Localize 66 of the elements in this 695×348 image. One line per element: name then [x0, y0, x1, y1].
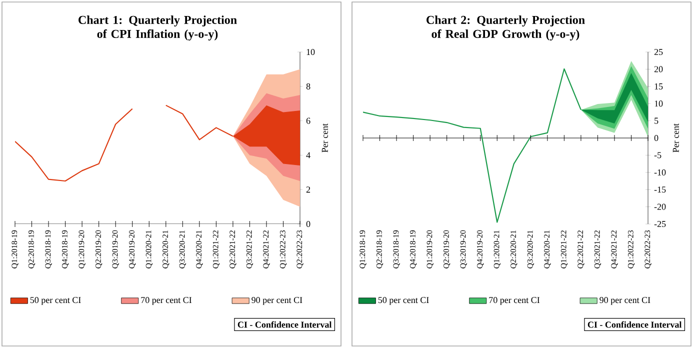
chart-title: Chart 1: Quarterly Projection of CPI Inflation (y-o-y) — [78, 16, 237, 40]
y-tick-label: 20 — [654, 66, 663, 72]
y-tick-label: -15 — [654, 186, 666, 193]
y-tick-label: -5 — [654, 152, 662, 158]
x-tick-label: Q4:2018-19 — [62, 230, 69, 268]
x-tick-label: Q2:2018-19 — [376, 230, 384, 268]
x-tick-label: Q3:2021-22 — [246, 230, 254, 268]
y-axis-title: Per cent — [672, 123, 679, 152]
x-tick-label: Q4:2019-20 — [129, 230, 136, 268]
x-tick-label: Q2:2020-21 — [162, 230, 170, 268]
x-tick-label: Q1:2019-20 — [426, 230, 434, 268]
legend-label: 90 per cent CI — [252, 296, 302, 305]
x-tick-label: Q1:2020-21 — [494, 230, 500, 268]
x-tick-label: Q1:2019-20 — [78, 230, 86, 268]
x-tick-label: Q1:2022-23 — [628, 230, 635, 268]
legend-label: 50 per cent CI — [30, 296, 81, 305]
x-tick-label: Q1:2018-19 — [12, 230, 18, 268]
y-tick-label: 10 — [654, 100, 663, 107]
y-tick-label: 8 — [306, 83, 310, 90]
y-tick-label: -10 — [654, 169, 666, 176]
text: CI - Confidence Interval — [238, 321, 332, 328]
x-tick-label: Q1:2021-22 — [212, 230, 220, 268]
x-tick-label: Q2:2019-20 — [96, 230, 102, 268]
line-series — [363, 68, 582, 223]
x-tick-label: Q4:2020-21 — [544, 230, 551, 268]
y-tick-label: 15 — [654, 83, 663, 90]
y-tick-label: -25 — [654, 220, 666, 228]
x-tick-label: Q2:2021-22 — [230, 230, 236, 268]
x-tick-label: Q1:2020-21 — [146, 230, 152, 268]
legend-label: 90 per cent CI — [600, 296, 650, 305]
y-tick-label: 2 — [306, 186, 310, 193]
chart-title: Chart 2: Quarterly Projection of Real GDP Growth (y-o-y) — [426, 16, 585, 40]
x-tick-label: Q2:2021-22 — [578, 230, 584, 268]
x-tick-label: Q3:2020-21 — [527, 230, 534, 268]
x-tick-label: Q3:2019-20 — [460, 230, 467, 268]
legend-label: 70 per cent CI — [489, 296, 540, 305]
text: CI - Confidence Interval — [588, 321, 682, 328]
x-tick-label: Q2:2019-20 — [444, 230, 450, 268]
y-tick-label: 0 — [654, 134, 658, 142]
y-tick-label: 10 — [306, 48, 315, 56]
x-tick-label: Q4:2021-22 — [611, 230, 618, 268]
x-tick-label: Q4:2021-22 — [263, 230, 270, 268]
x-tick-label: Q3:2018-19 — [45, 230, 52, 268]
x-tick-label: Q4:2018-19 — [410, 230, 417, 268]
x-tick-label: Q2:2020-21 — [510, 230, 518, 268]
x-tick-label: Q2:2022-23 — [644, 230, 652, 268]
legend-label: 70 per cent CI — [141, 296, 192, 305]
x-tick-label: Q1:2018-19 — [360, 230, 366, 268]
y-tick-label: 4 — [306, 152, 310, 158]
x-tick-label: Q3:2019-20 — [112, 230, 119, 268]
x-tick-label: Q1:2022-23 — [280, 230, 287, 268]
y-axis-title: Per cent — [322, 123, 328, 152]
x-tick-label: Q2:2018-19 — [28, 230, 36, 268]
y-tick-label: -20 — [654, 204, 666, 210]
y-tick-label: 6 — [306, 118, 310, 124]
y-tick-label: 25 — [654, 48, 663, 56]
x-tick-label: Q4:2020-21 — [196, 230, 203, 268]
y-tick-label: 0 — [306, 220, 310, 228]
x-tick-label: Q1:2021-22 — [560, 230, 568, 268]
x-tick-label: Q3:2020-21 — [179, 230, 186, 268]
x-tick-label: Q3:2021-22 — [594, 230, 602, 268]
x-tick-label: Q2:2022-23 — [296, 230, 304, 268]
x-tick-label: Q4:2019-20 — [477, 230, 484, 268]
legend-label: 50 per cent CI — [378, 296, 429, 305]
y-tick-label: 5 — [654, 118, 658, 124]
x-tick-label: Q3:2018-19 — [393, 230, 400, 268]
